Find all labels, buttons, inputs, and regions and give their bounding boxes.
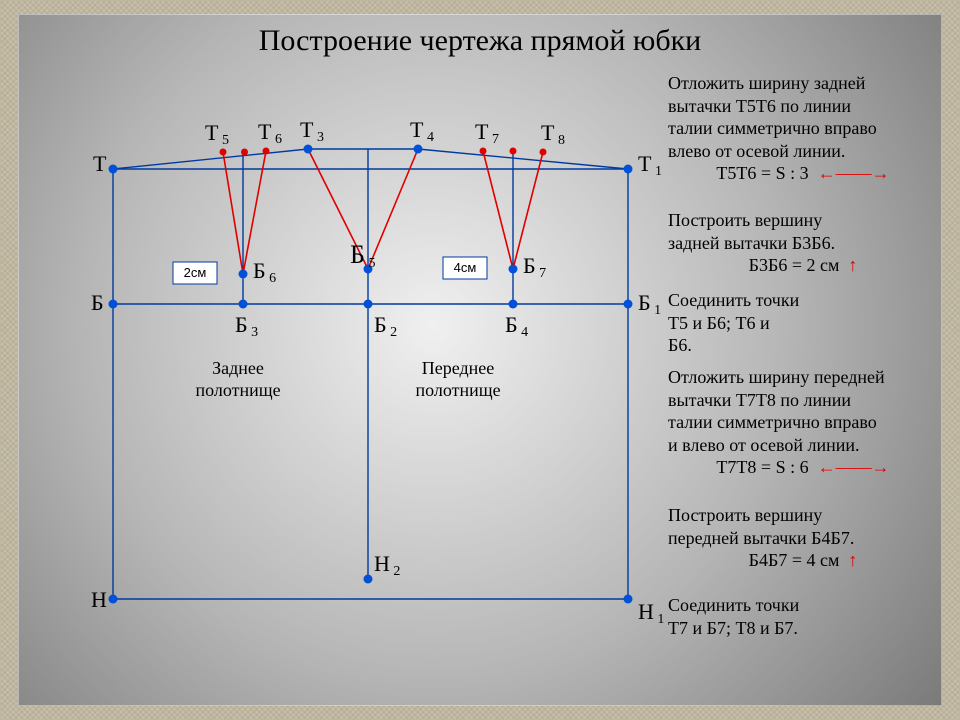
instr-5: Построить вершину передней вытачки Б4Б7.…	[668, 504, 938, 572]
formula-5: Б4Б7 = 4 см ↑	[668, 549, 938, 572]
svg-text:Т: Т	[93, 151, 107, 176]
instr-4-l1: Отложить ширину передней	[668, 366, 938, 389]
instr-1-l3: талии симметрично вправо	[668, 117, 938, 140]
svg-text:Б: Б	[91, 290, 104, 315]
svg-text:Т 5: Т 5	[205, 120, 229, 148]
svg-text:Т 8: Т 8	[541, 120, 565, 148]
instr-6-l1: Соединить точки	[668, 594, 938, 617]
arrow-right-icon: —→	[854, 163, 890, 183]
formula-1: Т5Т6 = S : 3 ←——→	[668, 162, 938, 185]
svg-text:Заднее: Заднее	[212, 358, 264, 378]
instr-1-l2: вытачки Т5Т6 по линии	[668, 95, 938, 118]
instr-1-l1: Отложить ширину задней	[668, 72, 938, 95]
formula-1-text: Т5Т6 = S : 3	[716, 163, 808, 183]
svg-text:Н 2: Н 2	[374, 551, 400, 579]
formula-2-text: Б3Б6 = 2 см	[749, 255, 840, 275]
diagram-canvas: Построение чертежа прямой юбки 2см4смТТ …	[18, 14, 942, 706]
svg-text:Н: Н	[91, 587, 107, 612]
instr-2-l1: Построить вершину	[668, 209, 938, 232]
instr-4-l3: талии симметрично вправо	[668, 411, 938, 434]
svg-text:2см: 2см	[184, 265, 207, 280]
arrow-up-icon: ↑	[844, 255, 858, 275]
arrow-left-icon: ←—	[813, 457, 854, 477]
arrow-up-icon: ↑	[844, 550, 858, 570]
svg-text:4см: 4см	[454, 260, 477, 275]
svg-text:Т 7: Т 7	[475, 119, 499, 147]
svg-text:Т 3: Т 3	[300, 117, 324, 145]
formula-4: Т7Т8 = S : 6 ←——→	[668, 456, 938, 479]
instr-6-l2: Т7 и Б7; Т8 и Б7.	[668, 617, 938, 640]
instr-2-l2: задней вытачки Б3Б6.	[668, 232, 938, 255]
svg-text:Т 1: Т 1	[638, 151, 662, 179]
svg-text:Б 7: Б 7	[523, 253, 546, 281]
instr-4-l4: и влево от осевой линии.	[668, 434, 938, 457]
instr-3: Соединить точки Т5 и Б6; Т6 и Б6.	[668, 289, 938, 357]
instr-1: Отложить ширину задней вытачки Т5Т6 по л…	[668, 72, 938, 185]
svg-text:Б 6: Б 6	[253, 258, 276, 286]
instr-5-l1: Построить вершину	[668, 504, 938, 527]
formula-4-text: Т7Т8 = S : 6	[716, 457, 808, 477]
svg-text:Н 1: Н 1	[638, 599, 664, 627]
svg-text:Б 1: Б 1	[638, 290, 661, 318]
instr-4: Отложить ширину передней вытачки Т7Т8 по…	[668, 366, 938, 479]
svg-text:Т 6: Т 6	[258, 119, 282, 147]
svg-text:Б 2: Б 2	[374, 312, 397, 340]
svg-text:Б 4: Б 4	[505, 312, 528, 340]
arrow-left-icon: ←—	[813, 163, 854, 183]
instr-3-l1: Соединить точки	[668, 289, 938, 312]
instr-1-l4: влево от осевой линии.	[668, 140, 938, 163]
formula-2: Б3Б6 = 2 см ↑	[668, 254, 938, 277]
svg-text:Т 4: Т 4	[410, 117, 434, 145]
svg-text:Б 5: Б 5	[350, 240, 375, 271]
svg-text:Б 3: Б 3	[235, 312, 258, 340]
arrow-right-icon: —→	[854, 457, 890, 477]
svg-text:полотнище: полотнище	[195, 380, 280, 400]
formula-5-text: Б4Б7 = 4 см	[749, 550, 840, 570]
instr-2: Построить вершину задней вытачки Б3Б6. Б…	[668, 209, 938, 277]
instr-4-l2: вытачки Т7Т8 по линии	[668, 389, 938, 412]
svg-text:полотнище: полотнище	[415, 380, 500, 400]
instr-3-l3: Б6.	[668, 334, 938, 357]
instr-6: Соединить точки Т7 и Б7; Т8 и Б7.	[668, 594, 938, 639]
instr-3-l2: Т5 и Б6; Т6 и	[668, 312, 938, 335]
svg-text:Переднее: Переднее	[422, 358, 495, 378]
instr-5-l2: передней вытачки Б4Б7.	[668, 527, 938, 550]
